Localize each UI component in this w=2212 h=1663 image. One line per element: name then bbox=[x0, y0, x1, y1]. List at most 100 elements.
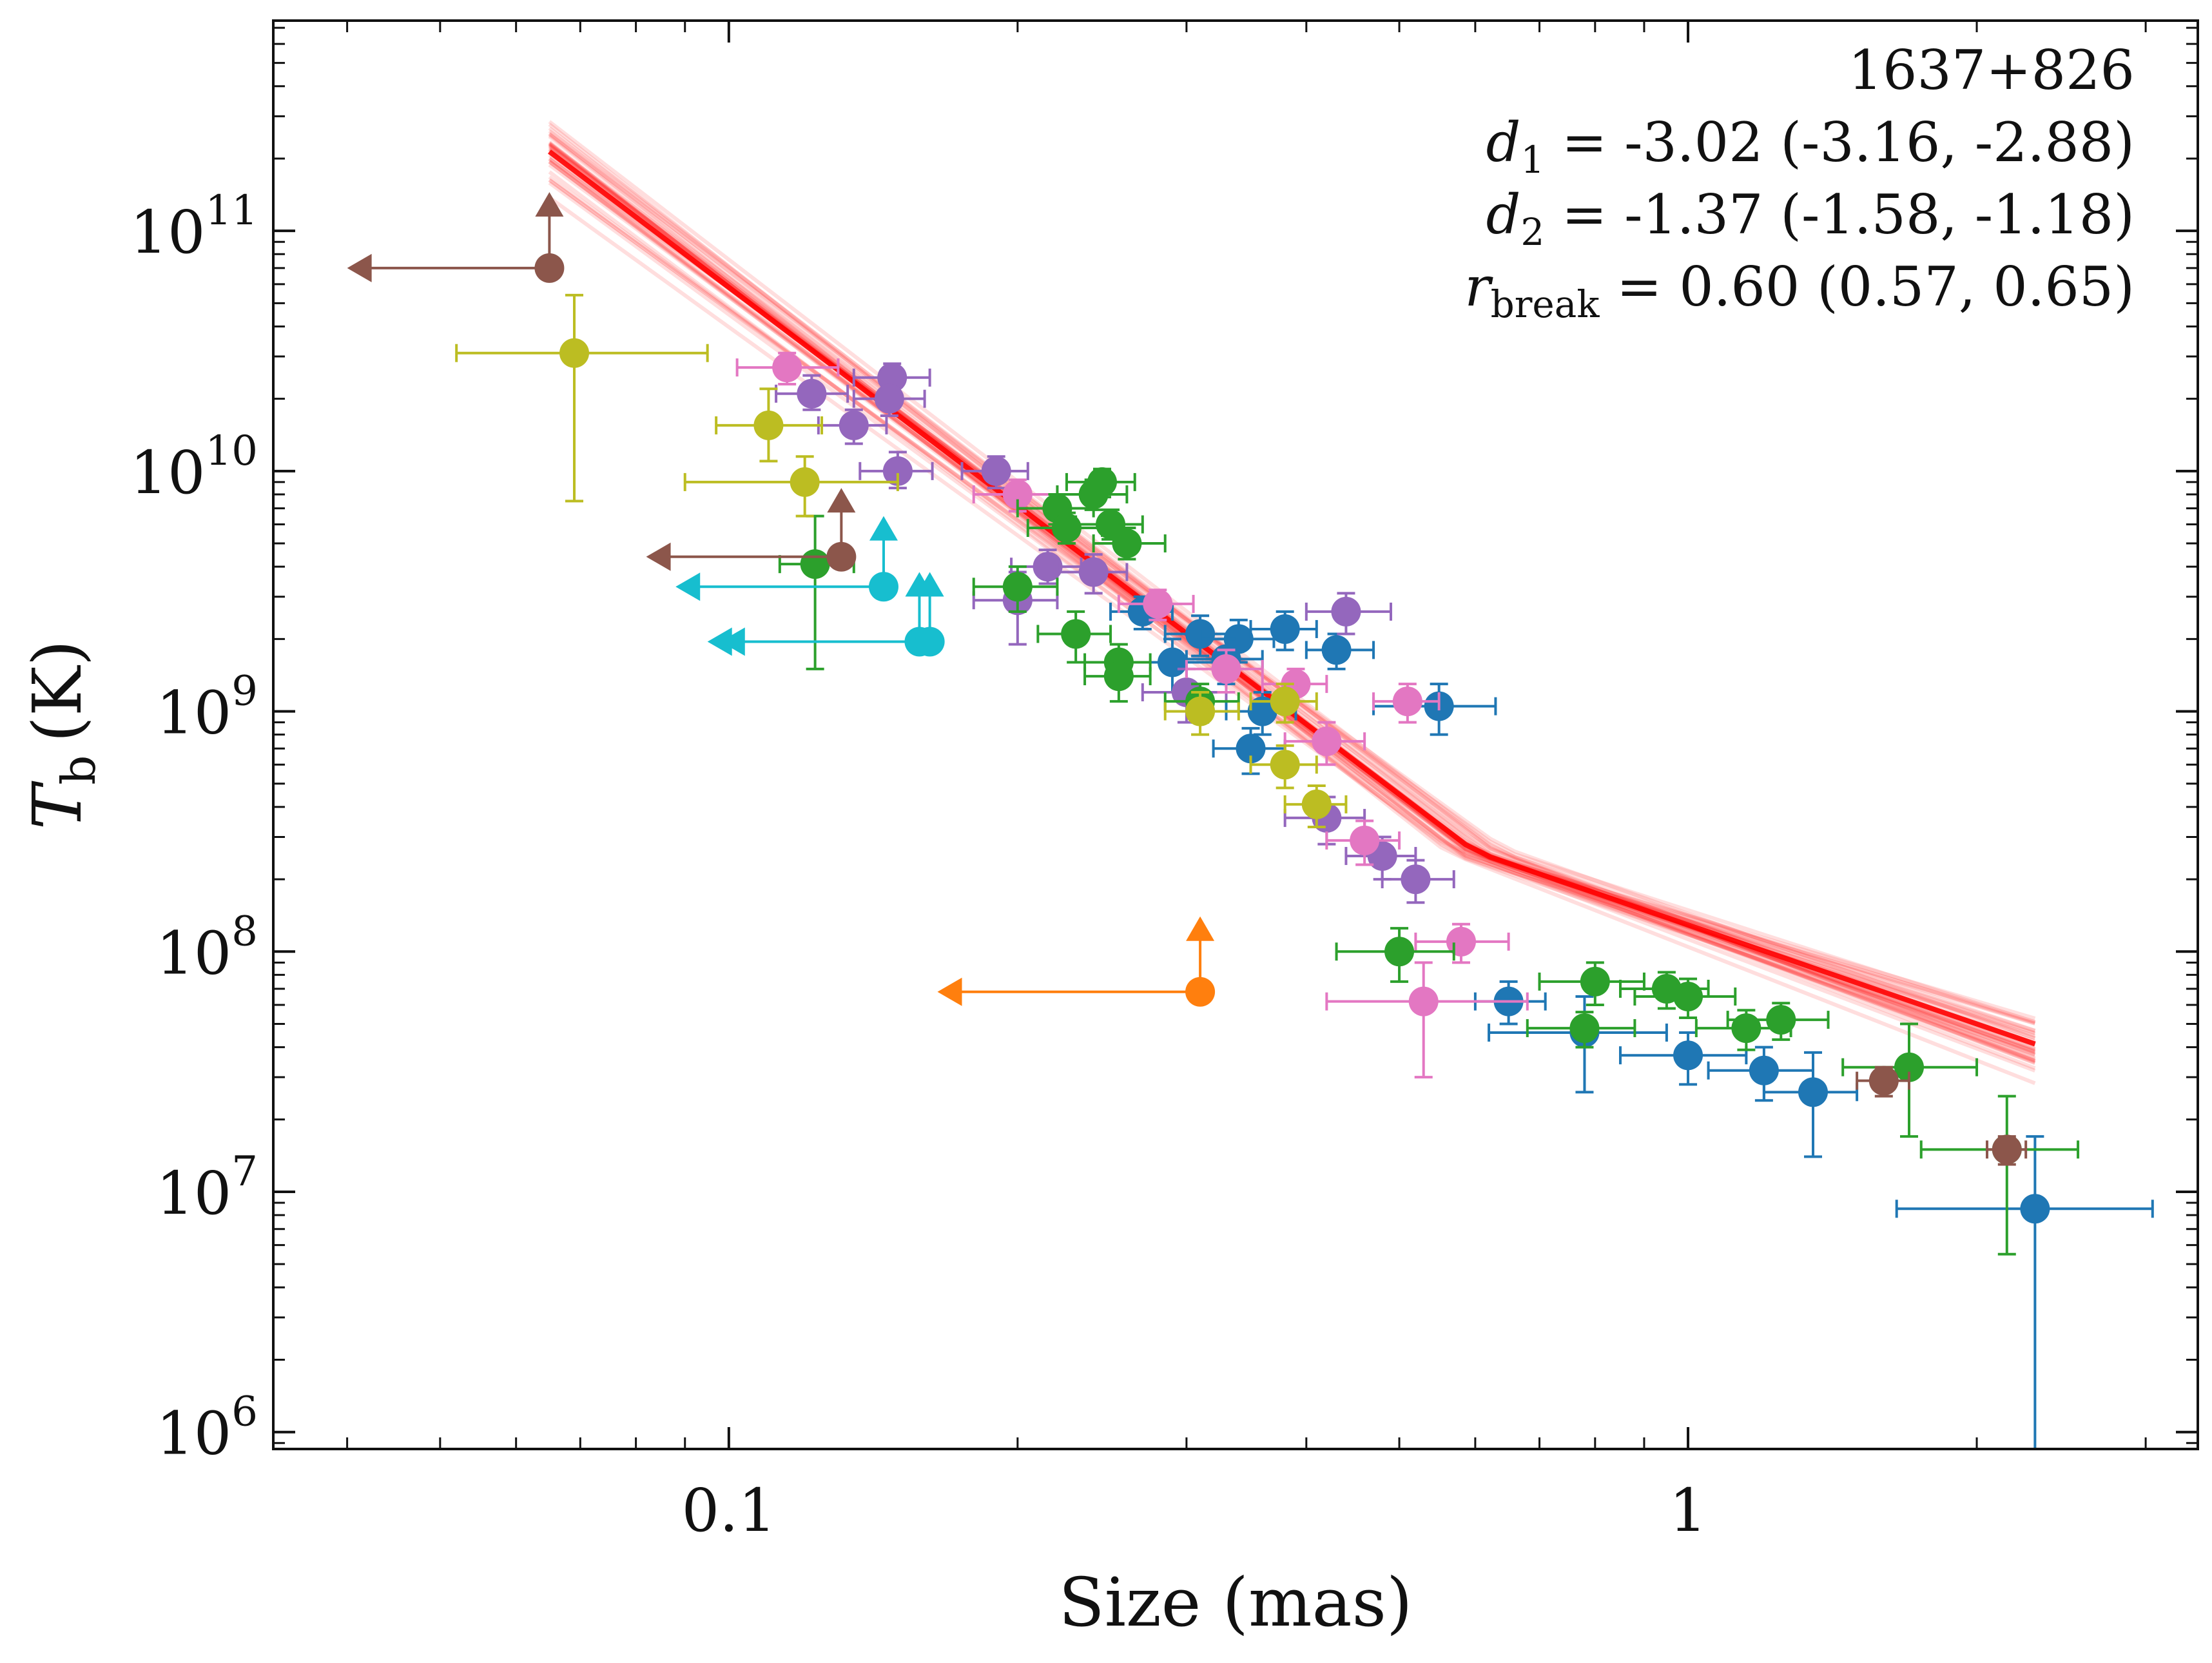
left-arrow-icon bbox=[347, 253, 372, 282]
olive-marker bbox=[753, 410, 784, 440]
blue-point bbox=[1895, 1135, 2154, 1449]
purple-marker bbox=[797, 378, 827, 409]
pink-marker bbox=[1002, 479, 1033, 509]
x-tick-label: 0.1 bbox=[682, 1476, 776, 1545]
limit-markers bbox=[347, 192, 1216, 1007]
y-tick-label: 1010 bbox=[130, 427, 258, 507]
purple-marker bbox=[839, 410, 869, 440]
olive-marker bbox=[1270, 686, 1300, 717]
green-point bbox=[1726, 1002, 1830, 1041]
cyan-limit-3 bbox=[720, 572, 945, 657]
up-arrow-icon bbox=[915, 572, 944, 597]
purple-point bbox=[817, 408, 888, 445]
olive-point bbox=[1249, 744, 1318, 790]
green-point bbox=[1538, 961, 1645, 1006]
brown-limit-1 bbox=[347, 192, 565, 283]
brown-marker bbox=[1992, 1134, 2022, 1165]
limit-marker bbox=[826, 541, 857, 572]
y-tick-label: 109 bbox=[156, 668, 258, 748]
purple-point bbox=[1305, 592, 1392, 636]
blue-marker bbox=[1321, 635, 1352, 665]
green-marker bbox=[1580, 966, 1610, 997]
blue-point bbox=[1619, 1031, 1748, 1086]
green-point bbox=[1083, 654, 1152, 703]
y-axis-label-symbol: T bbox=[18, 781, 97, 830]
cyan-limit-1 bbox=[675, 516, 898, 602]
brown-marker bbox=[1868, 1065, 1899, 1096]
y-axis-label-unit: (K) bbox=[18, 640, 97, 743]
purple-point bbox=[775, 374, 849, 411]
y-tick-exponent: 9 bbox=[231, 668, 258, 715]
olive-marker bbox=[1301, 789, 1332, 819]
annotation-d2: d2 = -1.37 (-1.58, -1.18) bbox=[1486, 183, 2135, 254]
left-arrow-icon bbox=[707, 627, 732, 656]
green-marker bbox=[1061, 619, 1091, 649]
green-point bbox=[1036, 610, 1112, 664]
green-marker bbox=[1384, 937, 1415, 967]
x-axis-label: Size (mas) bbox=[1058, 1563, 1412, 1642]
brown-point bbox=[1856, 1065, 1911, 1098]
olive-marker bbox=[790, 467, 820, 497]
annotation-d1-symbol: d bbox=[1486, 111, 1521, 174]
fit-line-draw bbox=[548, 157, 2036, 1070]
y-tick-base: 10 bbox=[156, 1159, 231, 1228]
olive-point bbox=[683, 455, 899, 518]
annotation-rbreak: rbreak = 0.60 (0.57, 0.65) bbox=[1464, 255, 2135, 326]
olive-point bbox=[455, 293, 709, 503]
purple-point bbox=[960, 455, 1029, 490]
annotation-d1-value: = -3.02 (-3.16, -2.88) bbox=[1544, 111, 2135, 174]
annotation-rbreak-value: = 0.60 (0.57, 0.65) bbox=[1599, 255, 2135, 318]
blue-marker bbox=[1270, 614, 1300, 644]
blue-marker bbox=[1236, 734, 1266, 764]
olive-point bbox=[1283, 784, 1348, 829]
olive-point bbox=[1249, 683, 1318, 724]
up-arrow-icon bbox=[1186, 916, 1215, 941]
pink-marker bbox=[1350, 825, 1380, 855]
left-arrow-icon bbox=[675, 572, 701, 601]
y-tick-label: 106 bbox=[156, 1388, 258, 1468]
green-point bbox=[972, 565, 1059, 613]
left-arrow-icon bbox=[937, 977, 962, 1006]
annotation-rbreak-subscript: break bbox=[1491, 282, 1600, 326]
purple-marker bbox=[1078, 557, 1109, 587]
olive-marker bbox=[1185, 696, 1216, 726]
green-marker bbox=[800, 549, 830, 579]
green-marker bbox=[1078, 479, 1109, 509]
olive-marker bbox=[559, 338, 590, 368]
y-tick-label: 108 bbox=[156, 908, 258, 987]
data-points bbox=[455, 293, 2154, 1449]
green-marker bbox=[1673, 982, 1703, 1012]
green-marker bbox=[1569, 1013, 1600, 1044]
pink-point bbox=[1325, 819, 1401, 866]
annotation-d1: d1 = -3.02 (-3.16, -2.88) bbox=[1486, 111, 2135, 182]
annotation-d2-value: = -1.37 (-1.58, -1.18) bbox=[1544, 183, 2135, 246]
olive-marker bbox=[1270, 750, 1300, 780]
blue-point bbox=[1249, 610, 1318, 652]
blue-point bbox=[1762, 1051, 1859, 1158]
brown-limit-2 bbox=[646, 488, 857, 572]
y-tick-base: 10 bbox=[130, 438, 205, 507]
up-arrow-icon bbox=[869, 516, 898, 541]
pink-point bbox=[1372, 683, 1441, 724]
blue-marker bbox=[1798, 1077, 1829, 1107]
y-tick-base: 10 bbox=[130, 198, 205, 267]
pink-marker bbox=[1211, 654, 1241, 684]
blue-marker bbox=[1673, 1040, 1703, 1071]
pink-marker bbox=[772, 353, 802, 383]
purple-marker bbox=[1401, 864, 1431, 895]
y-tick-exponent: 8 bbox=[231, 908, 258, 955]
y-tick-base: 10 bbox=[156, 919, 231, 987]
purple-marker bbox=[1033, 552, 1063, 582]
pink-point bbox=[1325, 961, 1529, 1079]
green-point bbox=[1633, 977, 1737, 1020]
purple-point bbox=[852, 383, 926, 417]
purple-marker bbox=[1331, 596, 1361, 627]
blue-marker bbox=[1247, 696, 1277, 726]
pink-marker bbox=[1143, 588, 1173, 619]
pink-point bbox=[1185, 648, 1264, 694]
green-marker bbox=[1112, 529, 1142, 559]
y-tick-exponent: 11 bbox=[206, 187, 258, 235]
x-tick-label: 1 bbox=[1669, 1476, 1707, 1545]
